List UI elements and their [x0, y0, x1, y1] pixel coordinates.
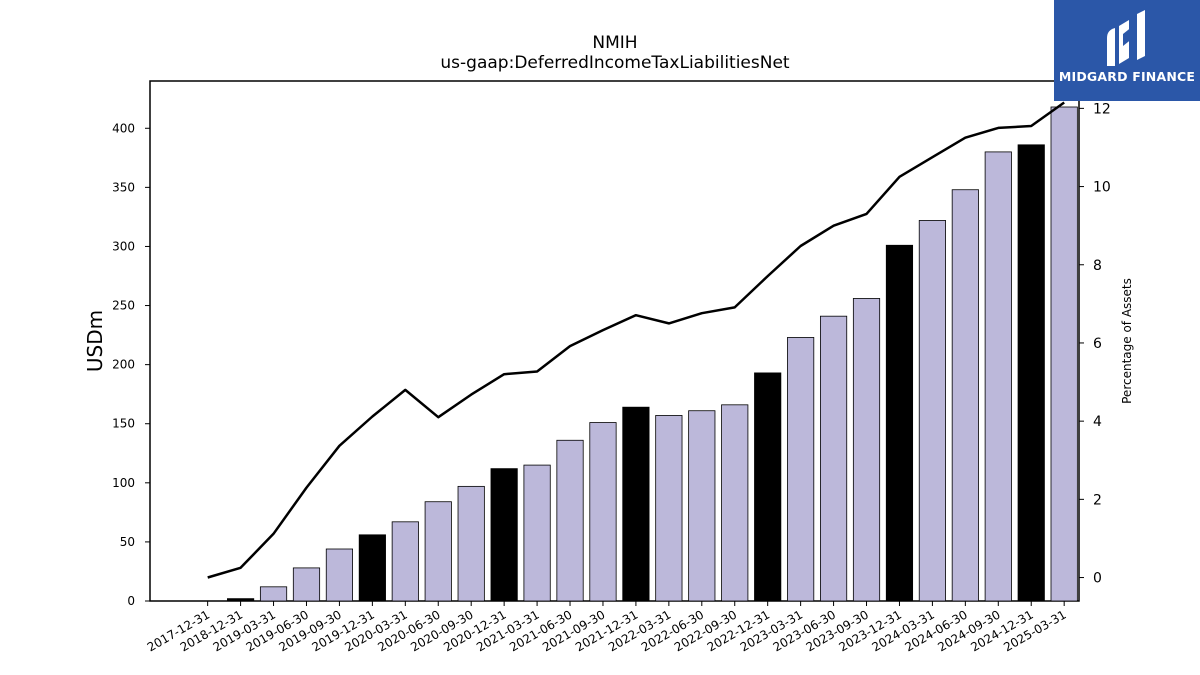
y2-tick-label: 12: [1093, 101, 1111, 117]
chart-title: NMIH: [592, 33, 637, 53]
y2-tick-label: 0: [1093, 571, 1102, 587]
y-tick-label: 100: [112, 476, 135, 490]
chart-subtitle: us-gaap:DeferredIncomeTaxLiabilitiesNet: [440, 53, 790, 73]
y-tick-label: 0: [127, 594, 135, 608]
bar-2021-12-31: [622, 406, 650, 602]
logo-text: MIDGARD FINANCE: [1058, 69, 1196, 84]
bar-2022-12-31: [754, 372, 782, 602]
bar-2021-03-31: [523, 464, 551, 602]
bar-2018-12-31: [227, 598, 255, 602]
y-tick-label: 150: [112, 417, 135, 431]
y2-tick-label: 2: [1093, 492, 1102, 508]
bar-2023-06-30: [819, 315, 848, 602]
bar-2020-06-30: [424, 501, 452, 602]
bar-2022-03-31: [655, 415, 683, 602]
bar-2019-03-31: [259, 586, 288, 602]
y2-tick-label: 8: [1093, 258, 1102, 274]
bar-2025-03-31: [1050, 106, 1078, 602]
bar-2024-03-31: [918, 220, 946, 602]
bar-2019-12-31: [358, 534, 386, 602]
bar-2024-12-31: [1017, 144, 1045, 602]
logo-mark-icon: [1107, 10, 1145, 66]
bar-2019-09-30: [325, 548, 354, 602]
line-series-percentage: [207, 101, 1065, 579]
bar-2023-03-31: [787, 337, 815, 602]
bar-2021-06-30: [556, 439, 584, 602]
bar-2023-09-30: [852, 298, 881, 602]
y-tick-label: 50: [120, 535, 135, 549]
y2-tick-label: 6: [1093, 336, 1102, 352]
y-tick-label: 400: [112, 121, 135, 135]
y-axis-left: 0 50 100 150 200 250 300 350 400: [112, 121, 150, 608]
bar-2020-03-31: [391, 521, 419, 602]
line-group: [207, 101, 1065, 579]
bar-2022-06-30: [688, 410, 716, 602]
bar-2022-09-30: [721, 404, 749, 602]
x-axis: 2017-12-312018-12-312019-03-312019-06-30…: [145, 601, 1069, 654]
bar-2021-09-30: [589, 422, 617, 602]
y-tick-label: 200: [112, 358, 135, 372]
y-axis-label: USDm: [83, 310, 107, 372]
brand-logo: MIDGARD FINANCE: [1054, 0, 1200, 101]
bar-2020-09-30: [457, 485, 485, 602]
bar-2023-12-31: [885, 244, 914, 602]
y2-tick-label: 10: [1093, 180, 1111, 196]
y-tick-label: 300: [112, 239, 135, 253]
bar-2019-06-30: [292, 567, 321, 602]
bar-group: [227, 106, 1078, 602]
y2-axis-label: Percentage of Assets: [1120, 278, 1134, 404]
bar-2024-09-30: [984, 151, 1012, 602]
y-tick-label: 350: [112, 180, 135, 194]
bar-2020-12-31: [490, 468, 518, 602]
bar-2024-06-30: [951, 189, 979, 602]
y2-tick-label: 4: [1093, 414, 1102, 430]
y-tick-label: 250: [112, 299, 135, 313]
y-axis-right: 0 2 4 6 8 10 12: [1079, 101, 1111, 587]
